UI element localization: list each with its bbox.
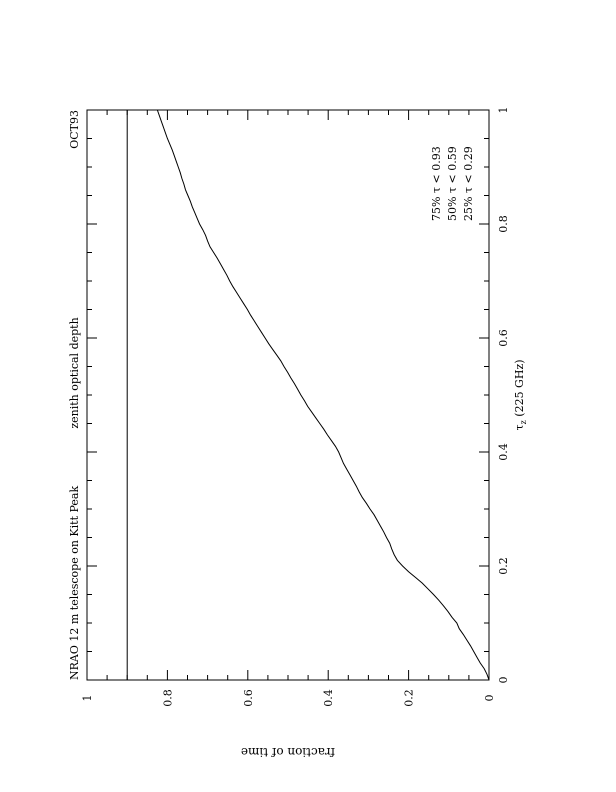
y-tick-label: 0.8 <box>161 689 174 707</box>
y-axis-label: fraction of time <box>241 745 335 759</box>
series-line <box>156 109 490 681</box>
y-tick-label: 1 <box>81 695 94 702</box>
axis-ticks <box>86 109 490 681</box>
title-left: NRAO 12 m telescope on Kitt Peak <box>68 486 81 680</box>
x-tick-label: 0.6 <box>497 329 510 347</box>
plot-frame <box>86 109 490 681</box>
annotation-25: 25% τ < 0.29 <box>462 146 475 221</box>
x-axis-label-subscript: z <box>519 420 528 424</box>
y-tick-label: 0.4 <box>322 689 335 707</box>
x-axis-label: τz (225 GHz) <box>513 359 528 430</box>
x-tick-label: 1 <box>497 107 510 114</box>
x-tick-label: 0.4 <box>497 443 510 461</box>
title-center: zenith optical depth <box>68 317 81 428</box>
annotation-group: 75% τ < 0.93 50% τ < 0.59 25% τ < 0.29 <box>430 146 475 221</box>
y-tick-label: 0.2 <box>403 689 416 707</box>
x-tick-label: 0.8 <box>497 215 510 233</box>
y-tick-label: 0 <box>483 695 496 702</box>
annotation-75: 75% τ < 0.93 <box>430 146 443 221</box>
title-right: OCT93 <box>68 110 81 149</box>
tick-labels: 0 0.2 0.4 0.6 0.8 1 0 0.2 0.4 0.6 0.8 1 <box>81 107 510 707</box>
x-axis-label-rest: (225 GHz) <box>513 359 526 420</box>
x-axis-label-tau: τ <box>513 424 526 430</box>
annotation-50: 50% τ < 0.59 <box>446 146 459 221</box>
x-tick-label: 0 <box>497 677 510 684</box>
x-tick-label: 0.2 <box>497 557 510 575</box>
y-tick-label: 0.6 <box>242 689 255 707</box>
